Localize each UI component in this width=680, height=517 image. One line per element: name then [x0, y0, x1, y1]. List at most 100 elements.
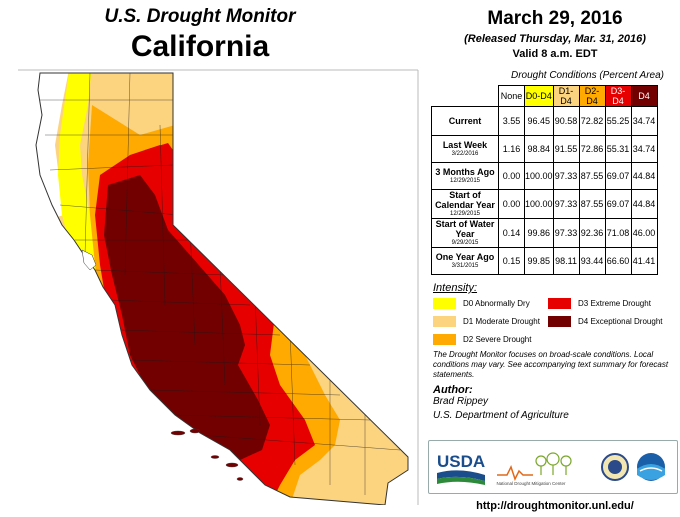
row-label-text: Current [448, 116, 482, 126]
table-cell: 0.15 [498, 247, 525, 275]
commerce-seal-icon [601, 453, 629, 481]
california-outline [35, 72, 409, 505]
usda-logo-text: USDA [437, 452, 485, 471]
table-cell: 0.00 [498, 189, 525, 219]
column-header-d0-d4: D0-D4 [524, 85, 554, 107]
legend-item-d3: D3 Extreme Drought [548, 298, 651, 309]
row-date: 3/22/2016 [451, 151, 479, 157]
table-cell: 98.84 [524, 135, 554, 163]
legend-item-d2: D2 Severe Drought [433, 334, 531, 345]
release-date: (Released Thursday, Mar. 31, 2016) [464, 33, 646, 45]
column-header-d1-d4: D1-D4 [552, 85, 580, 107]
table-cell: 41.41 [630, 247, 658, 275]
row-label: One Year Ago 3/31/2015 [431, 247, 499, 275]
row-date: 12/29/2015 [449, 178, 481, 184]
column-header-none: None [498, 85, 525, 107]
table-cell: 55.31 [604, 135, 632, 163]
area-d3-northeast [145, 143, 180, 195]
ndmc-logo: National Drought Mitigation Center [496, 452, 572, 486]
table-caption: Drought Conditions (Percent Area) [510, 70, 665, 81]
table-row: Last Week 3/22/2016 1.16 98.84 91.55 72.86 55.… [431, 135, 658, 163]
table-cell: 44.84 [630, 162, 658, 190]
row-label-text: Start of Calendar Year [435, 190, 495, 210]
legend-swatch [548, 316, 571, 327]
table-cell: 0.14 [498, 218, 525, 248]
column-header-d4: D4 [630, 85, 658, 107]
legend-label: D2 Severe Drought [463, 335, 532, 344]
county-lines [40, 73, 401, 495]
table-cell: 3.55 [498, 106, 525, 136]
table-cell: 55.25 [604, 106, 632, 136]
legend-item-d0: D0 Abnormally Dry [433, 298, 530, 309]
row-date: 9/29/2015 [451, 240, 479, 246]
row-label: Start of Water Year 9/29/2015 [431, 218, 499, 248]
table-cell: 72.82 [578, 106, 606, 136]
author-name: Brad Rippey [433, 396, 489, 407]
author-organization: U.S. Department of Agriculture [433, 410, 569, 421]
row-label-text: 3 Months Ago [435, 167, 495, 177]
table-corner [431, 85, 499, 107]
row-date: 12/29/2015 [449, 211, 481, 217]
table-cell: 100.00 [524, 162, 554, 190]
row-date: 3/31/2015 [451, 263, 479, 269]
table-cell: 44.84 [630, 189, 658, 219]
table-cell: 99.85 [524, 247, 554, 275]
source-url[interactable]: http://droughtmonitor.unl.edu/ [476, 500, 634, 512]
table-cell: 97.33 [552, 162, 580, 190]
row-label-text: Start of Water Year [435, 219, 495, 239]
legend-swatch [548, 298, 571, 309]
table-cell: 93.44 [578, 247, 606, 275]
row-label-text: Last Week [442, 140, 488, 150]
table-cell: 71.08 [604, 218, 632, 248]
legend-swatch [433, 316, 456, 327]
row-label: Current [431, 106, 499, 136]
area-d4 [104, 175, 270, 460]
table-cell: 69.07 [604, 162, 632, 190]
usda-logo: USDA [437, 452, 485, 485]
column-header-d3-d4: D3-D4 [604, 85, 632, 107]
map-top-title: U.S. Drought Monitor [104, 6, 296, 27]
row-label: Start of Calendar Year 12/29/2015 [431, 189, 499, 219]
table-cell: 0.00 [498, 162, 525, 190]
legend-swatch [433, 334, 456, 345]
table-row: 3 Months Ago 12/29/2015 0.00 100.00 97.33 87.… [431, 162, 658, 190]
california-drought-map [18, 69, 419, 505]
partner-logos: USDA National Drought Mitigation Center [428, 440, 678, 494]
table-cell: 66.60 [604, 247, 632, 275]
table-row: One Year Ago 3/31/2015 0.15 99.85 98.11 93.44… [431, 247, 658, 275]
region-title: California [130, 30, 270, 63]
column-header-d2-d4: D2-D4 [578, 85, 606, 107]
table-cell: 87.55 [578, 162, 606, 190]
legend-label: D4 Exceptional Drought [578, 317, 663, 326]
logos-graphic: USDA National Drought Mitigation Center [437, 452, 665, 486]
legend-label: D3 Extreme Drought [578, 299, 651, 308]
table-header-row: None D0-D4 D1-D4 D2-D4 D3-D4 D4 [431, 85, 658, 107]
table-cell: 97.33 [552, 189, 580, 219]
legend-swatch [433, 298, 456, 309]
monitor-note: The Drought Monitor focuses on broad-sca… [433, 350, 669, 379]
legend-label: D0 Abnormally Dry [463, 299, 530, 308]
table-cell: 1.16 [498, 135, 525, 163]
table-cell: 46.00 [630, 218, 658, 248]
table-cell: 100.00 [524, 189, 554, 219]
table-cell: 87.55 [578, 189, 606, 219]
table-cell: 98.11 [552, 247, 580, 275]
table-cell: 34.74 [630, 135, 658, 163]
legend-label: D1 Moderate Drought [463, 317, 540, 326]
table-cell: 72.86 [578, 135, 606, 163]
bay-water [81, 249, 97, 271]
table-row: Start of Water Year 9/29/2015 0.14 99.86 97.… [431, 218, 658, 248]
drought-areas [36, 73, 408, 505]
table-cell: 96.45 [524, 106, 554, 136]
row-label: 3 Months Ago 12/29/2015 [431, 162, 499, 190]
legend-title: Intensity: [433, 282, 478, 294]
channel-islands [170, 428, 244, 481]
table-cell: 97.33 [552, 218, 580, 248]
legend-item-d1: D1 Moderate Drought [433, 316, 540, 327]
author-heading: Author: [433, 384, 473, 396]
table-cell: 69.07 [604, 189, 632, 219]
table-cell: 99.86 [524, 218, 554, 248]
table-row: Start of Calendar Year 12/29/2015 0.00 100.… [431, 189, 658, 219]
ndmc-logo-text: National Drought Mitigation Center [496, 481, 566, 486]
table-cell: 92.36 [578, 218, 606, 248]
